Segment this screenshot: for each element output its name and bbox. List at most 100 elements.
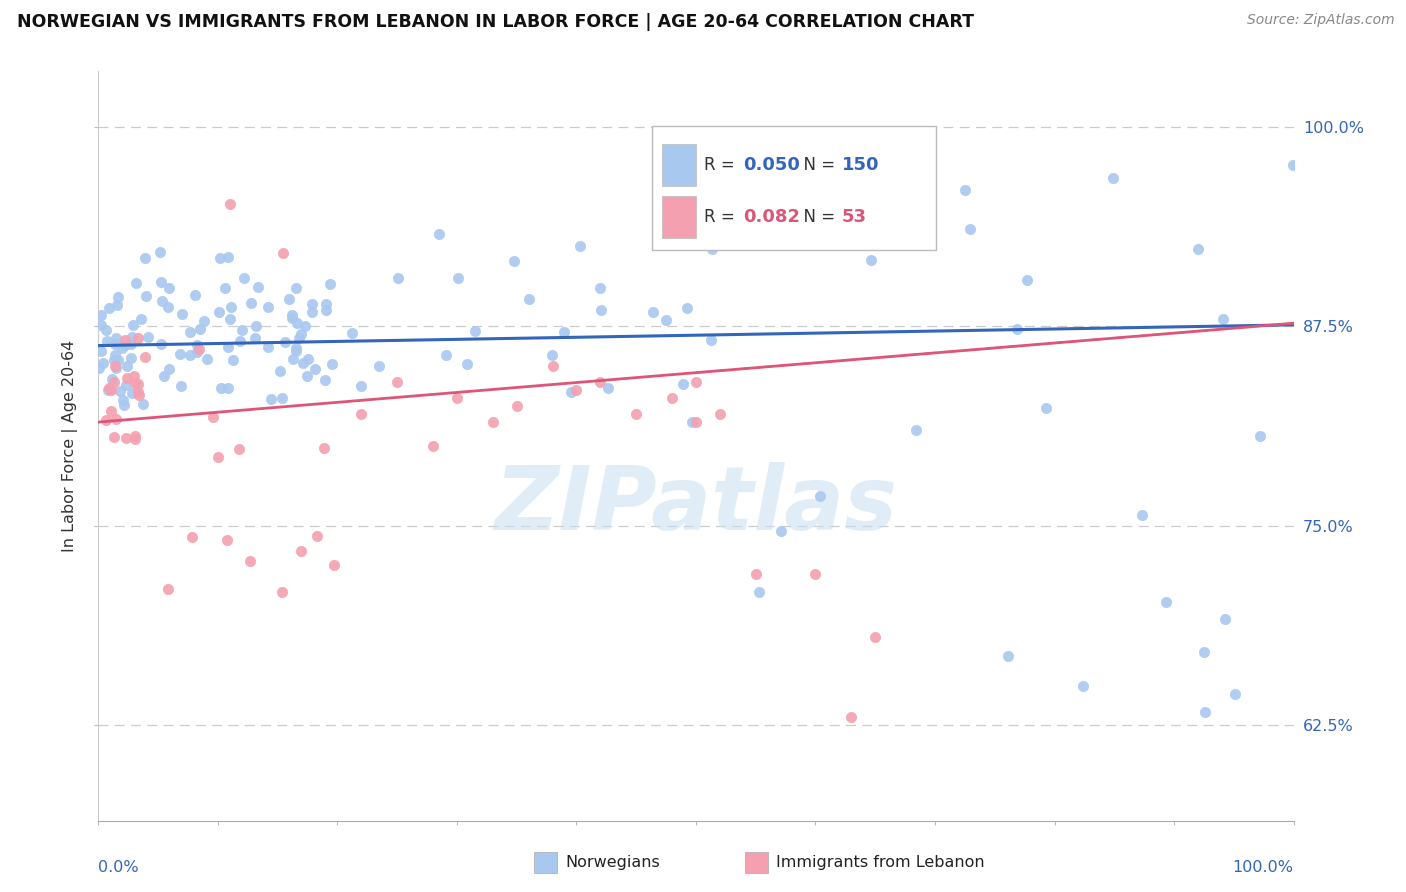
Point [661,391,683,405]
Point [115,378,138,392]
Point [368,359,391,373]
Point [257,340,280,354]
Point [121,330,143,344]
Point [699,333,721,347]
Point [447,271,470,285]
Point [149,245,172,260]
Point [872,215,894,229]
Point [283,351,305,366]
Point [748,585,770,599]
Point [149,336,172,351]
Point [387,271,409,285]
Point [446,391,468,405]
Point [1035,401,1057,415]
Point [114,337,136,351]
Text: Source: ZipAtlas.com: Source: ZipAtlas.com [1247,13,1395,28]
Point [804,566,827,581]
Point [553,325,575,339]
Point [202,409,225,424]
Point [90,309,112,323]
Point [427,227,450,242]
Point [315,297,337,311]
Point [243,331,266,345]
Point [217,533,239,548]
Point [89,361,111,376]
Point [274,334,297,349]
Point [181,530,204,544]
Point [271,391,294,405]
Text: Immigrants from Lebanon: Immigrants from Lebanon [776,855,984,870]
Point [959,222,981,236]
Point [770,524,793,538]
Point [1017,273,1039,287]
Point [135,289,157,303]
Point [481,415,505,429]
Point [641,305,664,319]
Point [841,710,863,724]
Point [676,301,699,315]
Point [90,318,112,332]
Text: N =: N = [793,208,839,226]
Point [1130,508,1153,522]
Point [111,341,134,355]
Point [288,331,311,345]
Point [105,330,128,344]
Point [681,415,703,429]
Point [295,368,318,383]
Point [860,252,883,267]
Point [231,323,253,337]
Point [112,398,135,412]
Point [385,376,409,390]
Point [502,253,524,268]
Point [350,407,373,421]
Point [138,330,160,344]
Point [157,362,180,376]
Point [124,428,146,442]
Point [104,348,127,362]
Point [905,423,928,437]
Text: 0.050: 0.050 [744,156,800,175]
Point [94,413,117,427]
Point [685,376,707,390]
Point [186,337,208,351]
Point [257,301,280,315]
Point [271,246,294,260]
Point [1187,242,1209,256]
Point [281,311,304,326]
Point [700,243,723,257]
Y-axis label: In Labor Force | Age 20-64: In Labor Force | Age 20-64 [62,340,79,552]
Point [655,313,678,327]
Point [1282,158,1305,172]
Point [127,331,149,345]
Point [134,251,156,265]
Point [131,397,153,411]
Point [105,361,128,376]
Point [1213,612,1236,626]
Point [96,334,118,348]
Point [156,582,179,596]
Point [97,380,120,394]
Point [277,292,299,306]
Point [340,326,363,341]
Point [122,369,145,384]
Point [304,362,326,376]
Point [150,293,173,308]
Point [179,325,201,339]
Point [217,250,239,264]
Point [170,308,193,322]
Point [195,352,218,367]
Point [222,353,245,368]
Point [157,281,180,295]
Point [90,344,112,359]
Point [214,281,236,295]
Point [672,376,695,391]
Point [589,376,612,390]
Point [103,353,125,368]
Point [1192,645,1215,659]
Point [184,288,207,302]
Point [150,275,173,289]
Point [105,298,128,312]
Point [209,381,232,395]
Point [291,356,314,370]
Point [105,412,128,426]
